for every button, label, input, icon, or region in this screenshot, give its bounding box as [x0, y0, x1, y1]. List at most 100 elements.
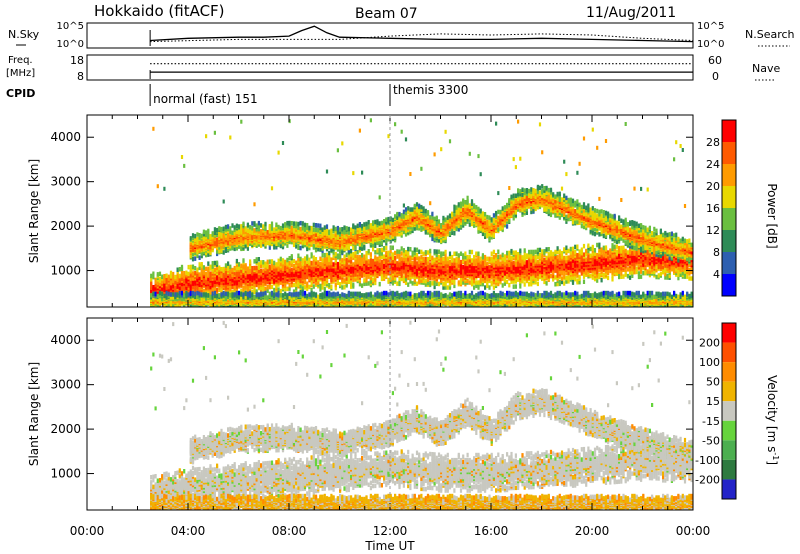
heatmap-cell [268, 228, 271, 234]
frequency-series-group [149, 63, 693, 79]
heatmap-cell [238, 224, 241, 229]
heatmap-cell [383, 294, 386, 300]
heatmap-cell [411, 281, 414, 286]
heatmap-cell [176, 267, 179, 272]
heatmap-cell [343, 293, 346, 298]
heatmap-cell [308, 225, 311, 231]
heatmap-cell [310, 225, 313, 231]
heatmap-cell [383, 254, 386, 259]
heatmap-cell [372, 225, 375, 230]
heatmap-cell [332, 225, 335, 230]
heatmap-cell [207, 276, 210, 282]
heatmap-cell [339, 293, 342, 299]
heatmap-cell [306, 281, 309, 286]
heatmap-cell [196, 294, 199, 300]
heatmap-cell [325, 246, 329, 252]
heatmap-cell [253, 294, 256, 300]
heatmap-cell [343, 233, 346, 239]
heatmap-cell [257, 257, 260, 262]
heatmap-cell [227, 291, 230, 297]
heatmap-cell [367, 228, 370, 233]
heatmap-cell [323, 227, 326, 233]
heatmap-cell [174, 274, 177, 280]
heatmap-cell [334, 235, 337, 240]
heatmap-cell [264, 226, 267, 232]
heatmap-cell [189, 236, 192, 241]
heatmap-cell [407, 222, 410, 228]
heatmap-cell [207, 293, 210, 298]
heatmap-cell [301, 258, 304, 263]
heatmap-cell [336, 296, 339, 301]
heatmap-cell [191, 233, 195, 238]
heatmap-cell [224, 295, 227, 300]
heatmap-cell [356, 291, 359, 297]
heatmap-cell [314, 280, 318, 286]
heatmap-cell [332, 291, 335, 297]
heatmap-cell [198, 262, 201, 267]
heatmap-cell [407, 250, 410, 255]
heatmap-cell [347, 279, 350, 284]
heatmap-cell [273, 245, 276, 250]
heatmap-cell [260, 223, 263, 228]
heatmap-cell [398, 216, 401, 222]
heatmap-cell [319, 287, 322, 292]
heatmap-cell [367, 281, 370, 286]
heatmap-cell [411, 228, 414, 234]
heatmap-cell [290, 282, 293, 288]
heatmap-cell [158, 281, 162, 287]
cpid-label: CPID [6, 87, 35, 100]
heatmap-cell [297, 230, 300, 235]
heatmap-cell [339, 245, 342, 250]
heatmap-cell [345, 229, 348, 235]
heatmap-cell [233, 227, 236, 233]
heatmap-cell [372, 277, 375, 282]
heatmap-cell [301, 228, 304, 233]
heatmap-cell [303, 256, 307, 261]
heatmap-cell [246, 228, 249, 233]
heatmap-cell [270, 226, 274, 231]
heatmap-cell [202, 265, 205, 270]
heatmap-cell [303, 227, 307, 232]
heatmap-cell [229, 241, 232, 247]
heatmap-cell [347, 290, 350, 296]
heatmap-cell [172, 294, 175, 300]
heatmap-cell [189, 264, 192, 270]
heatmap-cell [288, 283, 291, 288]
heatmap-cell [262, 288, 265, 294]
heatmap-cell [396, 215, 399, 220]
heatmap-cell [194, 291, 197, 297]
heatmap-cell [240, 289, 243, 294]
heatmap-cell [290, 228, 293, 233]
heatmap-cell [235, 228, 238, 233]
heatmap-cell [400, 251, 403, 256]
heatmap-cell [396, 249, 399, 254]
heatmap-cell [288, 119, 291, 124]
heatmap-cell [345, 252, 348, 258]
heatmap-cell [216, 232, 219, 238]
heatmap-cell [270, 221, 274, 226]
heatmap-cell [378, 239, 381, 244]
heatmap-cell [387, 134, 390, 139]
heatmap-cell [284, 259, 287, 265]
heatmap-cell [209, 294, 212, 300]
heatmap-cell [339, 248, 342, 254]
heatmap-cell [209, 234, 212, 239]
heatmap-cell [389, 248, 392, 254]
heatmap-cell [209, 264, 212, 270]
heatmap-cell [202, 234, 205, 239]
heatmap-cell [205, 252, 208, 258]
heatmap-cell [350, 279, 353, 284]
heatmap-cell [224, 246, 227, 251]
heatmap-cell [391, 252, 394, 257]
heatmap-cell [398, 257, 401, 263]
heatmap-cell [235, 223, 238, 229]
heatmap-cell [345, 276, 348, 281]
heatmap-cell [352, 229, 355, 234]
heatmap-cell [295, 223, 298, 229]
heatmap-cell [220, 284, 223, 289]
heatmap-cell [279, 225, 282, 231]
heatmap-cell [341, 244, 344, 250]
heatmap-cell [180, 269, 184, 275]
